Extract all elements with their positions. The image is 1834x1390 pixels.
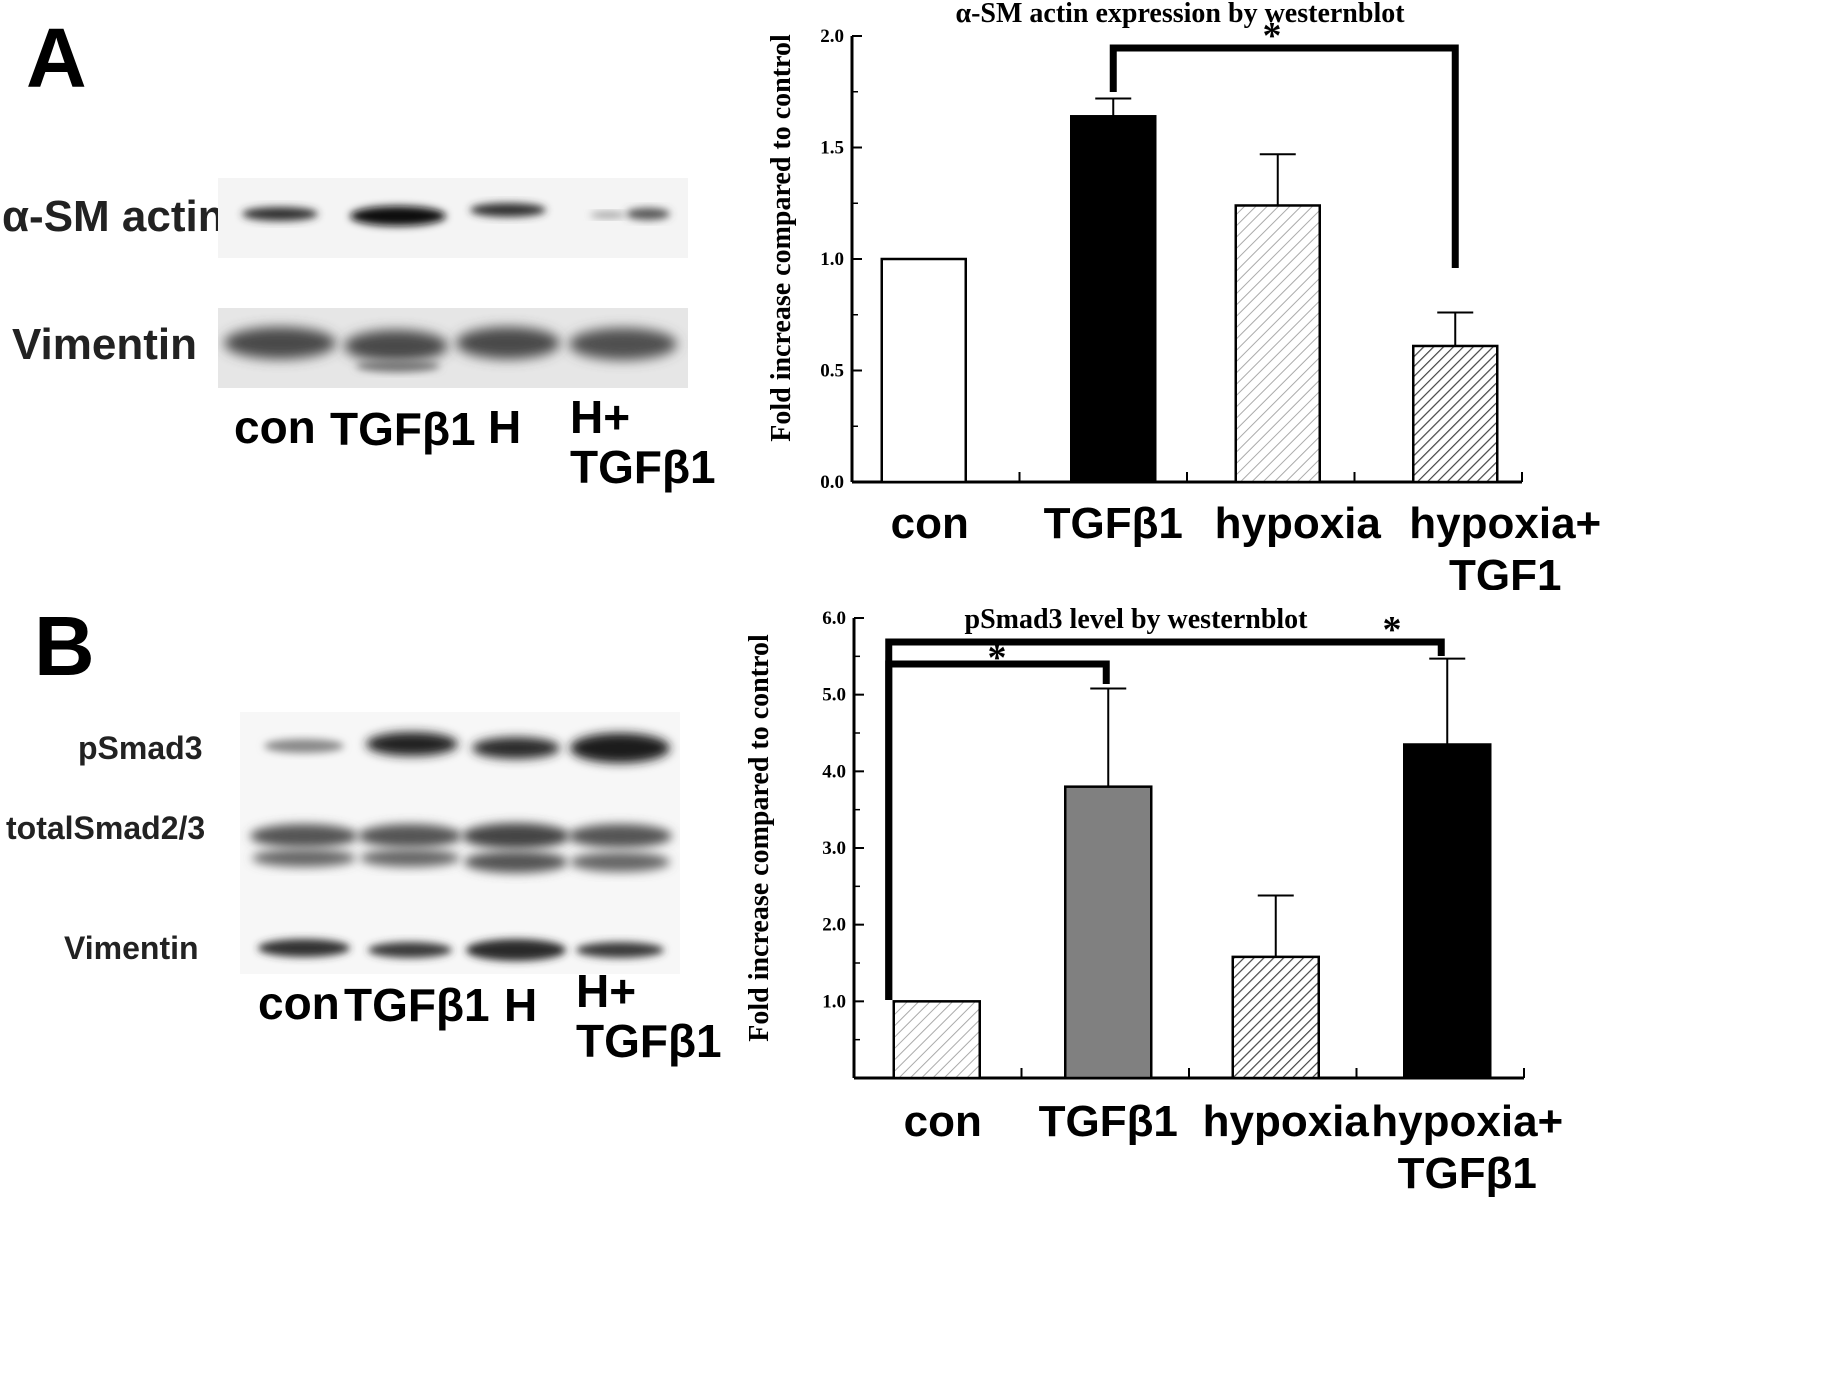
bar-hypoxia: [1231, 955, 1320, 1080]
x-tick-label-con: con: [891, 499, 969, 548]
panel-letter-a: A: [26, 11, 87, 105]
lane-label-h-tgfb1-b: H+ TGFβ1: [576, 965, 722, 1067]
y-axis-label: Fold increase compared to control: [744, 634, 775, 1042]
western-blot-image-b: [240, 712, 680, 974]
x-tick-label-tgf-1: TGFβ1: [1044, 499, 1183, 548]
panel-letter-b: B: [34, 599, 95, 693]
x-tick-label-con: con: [904, 1097, 982, 1146]
blot-label-psmad3: pSmad3: [78, 730, 203, 766]
lane-label-con-a: con: [234, 401, 316, 453]
significance-star: *: [988, 637, 1007, 679]
lane-label-h-a: H: [488, 401, 522, 453]
lane-label-tgfb1-a: TGFβ1: [330, 403, 476, 455]
significance-star: *: [1383, 609, 1402, 651]
bar-chart-a: 0.0 0.5 1.0 1.5 2.0 α-SM actin expression by …: [766, 0, 1601, 590]
blot-label-vimentin-b: Vimentin: [64, 930, 199, 966]
blot-label-vimentin-a: Vimentin: [12, 320, 198, 369]
bar-tgf-1: [1070, 115, 1157, 484]
y-tick-label: 4.0: [822, 761, 846, 782]
lane-label-con-b: con: [258, 977, 340, 1029]
lane-label-tgfb1-b: TGFβ1: [344, 979, 490, 1031]
bar-chart-b: 1.0 2.0 3.0 4.0 5.0 6.0 pSmad3 level by wester…: [744, 604, 1563, 1198]
bar-tgf-1: [1064, 785, 1153, 1080]
bar-hypoxia: [1234, 204, 1321, 484]
lane-label-h-tgfb1-a: H+ TGFβ1: [570, 391, 716, 493]
bar-hypoxia-tgf1: [1412, 344, 1499, 484]
y-tick-label: 1.5: [820, 138, 844, 159]
significance-bracket: [885, 638, 1445, 1000]
y-tick-label: 2.0: [820, 26, 844, 47]
y-axis-label: Fold increase compared to control: [766, 34, 797, 442]
blot-label-totalsmad23: totalSmad2/3: [6, 810, 206, 846]
y-tick-label: 5.0: [822, 685, 846, 706]
bar-hypoxia-tgf-1: [1403, 743, 1492, 1080]
x-tick-label-hypoxia-tgf-1: hypoxia+ TGFβ1: [1371, 1097, 1563, 1198]
y-tick-label: 0.0: [820, 472, 844, 493]
chart-title: pSmad3 level by westernblot: [965, 604, 1309, 635]
x-tick-label-hypoxia: hypoxia: [1215, 499, 1382, 548]
y-tick-label: 0.5: [820, 361, 844, 382]
western-blot-image-a: [218, 178, 688, 388]
y-tick-label: 2.0: [822, 915, 846, 936]
significance-star: *: [1263, 15, 1282, 57]
significance-bracket: [1109, 44, 1459, 268]
bar-con: [880, 257, 967, 484]
y-tick-label: 3.0: [822, 838, 846, 859]
x-tick-label-hypoxia: hypoxia: [1203, 1097, 1370, 1146]
y-tick-label: 1.0: [820, 249, 844, 270]
y-tick-label: 6.0: [822, 608, 846, 629]
bar-con: [892, 1000, 981, 1080]
lane-label-h-b: H: [504, 979, 538, 1031]
y-tick-label: 1.0: [822, 991, 846, 1012]
x-tick-label-tgf-1: TGFβ1: [1039, 1097, 1178, 1146]
blot-label-asm-actin: α-SM actin: [2, 192, 225, 241]
chart-title: α-SM actin expression by westernblot: [955, 0, 1405, 29]
x-tick-label-hypoxia-tgf1: hypoxia+ TGF1: [1409, 499, 1601, 590]
